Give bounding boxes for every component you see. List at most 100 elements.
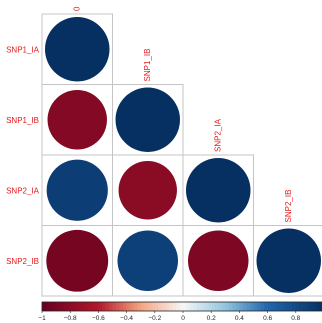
colorbar-segment	[172, 302, 177, 311]
colorbar-segment	[260, 302, 265, 311]
colorbar-tick-label: −0.4	[120, 315, 133, 322]
row-labels: SNP1_IA SNP1_IB SNP2_IA SNP2_IB	[6, 45, 40, 266]
colorbar-segment	[108, 302, 114, 311]
colorbar-segment	[320, 302, 322, 311]
colorbar-segment	[235, 302, 240, 311]
colorbar-segment	[168, 302, 174, 311]
colorbar-segment	[197, 302, 202, 311]
colorbar-segment	[190, 302, 195, 311]
colorbar-segment	[271, 302, 276, 311]
colorbar-segment	[133, 302, 138, 311]
corr-circle-SNP2_IB-SNP2_IA	[187, 230, 249, 292]
colorbar-tick-label: 0.6	[263, 315, 272, 322]
colorbar-segment	[91, 302, 96, 311]
colorbar-segment	[183, 302, 188, 311]
colorbar-segment	[101, 302, 107, 311]
row-label-SNP1_IB: SNP1_IB	[6, 116, 39, 125]
corr-circle-SNP2_IA-SNP1_IB	[118, 161, 177, 220]
colorbar-segment	[116, 302, 121, 311]
colorbar-segment	[242, 302, 248, 311]
col-label-SNP2_IA: SNP2_IA	[213, 118, 222, 152]
colorbar-segment	[94, 302, 99, 311]
colorbar-segment	[165, 302, 170, 311]
colorbar-segment	[66, 302, 71, 311]
row-label-SNP2_IA: SNP2_IA	[6, 186, 40, 195]
color-legend: −1 −0.8 −0.6 −0.4 −0.2 0 0.2 0.4 0.6 0.8	[38, 301, 322, 322]
colorbar-segment	[228, 302, 233, 311]
colorbar-segment	[274, 302, 279, 311]
colorbar-segment	[70, 302, 75, 311]
colorbar-segment	[151, 302, 156, 311]
colorbar-segment	[225, 302, 230, 311]
colorbar-segment	[98, 302, 103, 311]
colorbar-segment	[161, 302, 166, 311]
column-labels: 0 SNP1_IB SNP2_IA SNP2_IB	[72, 6, 293, 223]
colorbar-tick-label: −0.6	[92, 315, 105, 322]
colorbar-segment	[186, 302, 191, 311]
colorbar-segment	[179, 302, 184, 311]
colorbar-segment	[302, 302, 307, 311]
colorbar-segment	[288, 302, 293, 311]
colorbar-segment	[200, 302, 205, 311]
corr-circle-SNP1_IA-SNP1_IA	[45, 17, 110, 82]
col-label-SNP2_IB: SNP2_IB	[284, 190, 293, 223]
row-label-SNP1_IA: SNP1_IA	[6, 45, 40, 54]
colorbar-segment	[285, 302, 290, 311]
corr-circle-SNP2_IB-SNP1_IB	[117, 230, 179, 292]
colorbar-segment	[144, 302, 149, 311]
colorbar-segment	[63, 302, 68, 311]
colorbar-segment	[158, 302, 163, 311]
colorbar-segment	[175, 302, 181, 311]
colorbar-segment	[306, 302, 311, 311]
colorbar-segment	[221, 302, 226, 311]
colorbar-segment	[309, 302, 315, 311]
colorbar-segment	[56, 302, 61, 311]
colorbar-segment	[126, 302, 131, 311]
colorbar-segment	[313, 302, 318, 311]
colorbar-segment	[232, 302, 237, 311]
colorbar-segment	[45, 302, 50, 311]
colorbar-segment	[84, 302, 89, 311]
colorbar-tick-label: 0.4	[235, 315, 244, 322]
corr-circle-SNP1_IB-SNP1_IB	[115, 87, 180, 152]
colorbar-segment	[239, 302, 244, 311]
col-label-SNP1_IB: SNP1_IB	[143, 49, 152, 82]
colorbar-segment	[207, 302, 212, 311]
colorbar-tick-label: −0.8	[64, 315, 77, 322]
colorbar-segment	[154, 302, 159, 311]
row-label-SNP2_IB: SNP2_IB	[6, 257, 39, 266]
colorbar-segment	[73, 302, 78, 311]
matrix-cells	[41, 13, 322, 297]
colorbar-segment	[257, 302, 262, 311]
colorbar-segment	[42, 302, 47, 311]
colorbar-segment	[299, 302, 304, 311]
colorbar-segment	[137, 302, 142, 311]
colorbar-tick-label: 0.2	[207, 315, 216, 322]
corr-circle-SNP2_IA-SNP1_IA	[46, 159, 108, 221]
corr-circle-SNP2_IA-SNP2_IA	[186, 158, 251, 223]
colorbar-segment	[253, 302, 258, 311]
colorbar-segment	[52, 302, 57, 311]
colorbar-segment	[130, 302, 135, 311]
corr-circle-SNP2_IB-SNP1_IA	[46, 229, 109, 292]
colorbar-tick-label: 0.8	[291, 315, 300, 322]
colorbar-tick-label: −1	[38, 315, 46, 322]
colorbar-segment	[278, 302, 283, 311]
col-label-SNP1_IA: 0	[72, 6, 81, 11]
colorbar-segment	[87, 302, 92, 311]
colorbar-segment	[105, 302, 110, 311]
colorbar-tick-label: −0.2	[148, 315, 161, 322]
colorbar-segment	[77, 302, 82, 311]
colorbar-segment	[218, 302, 223, 311]
colorbar-segment	[316, 302, 322, 311]
colorbar-segment	[211, 302, 216, 311]
colorbar-segment	[264, 302, 269, 311]
colorbar-segment	[59, 302, 64, 311]
colorbar-segment	[193, 302, 198, 311]
colorbar-segment	[214, 302, 219, 311]
corr-circle-SNP1_IB-SNP1_IA	[47, 90, 107, 150]
colorbar-segment	[140, 302, 145, 311]
colorbar-segment	[112, 302, 117, 311]
colorbar-segment	[292, 302, 297, 311]
